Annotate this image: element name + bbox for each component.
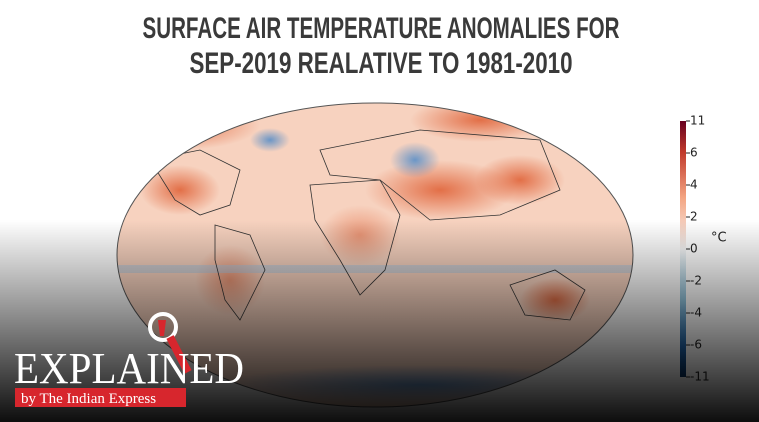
logo: EXPLAINED by The Indian Express [14, 312, 244, 407]
colorbar-tick-label: 6 [690, 146, 698, 160]
magnifier-icon [148, 312, 178, 342]
colorbar-tick-label: 11 [690, 114, 705, 128]
tagline-box [15, 388, 186, 407]
title-line: SEP-2019 REALATIVE TO 1981-2010 [190, 47, 573, 80]
logo-tagline: by The Indian Express [21, 391, 156, 407]
title-line: SURFACE AIR TEMPERATURE ANOMALIES FOR [143, 12, 620, 45]
colorbar-tick-label: 4 [690, 178, 698, 192]
magnifier-icon [158, 320, 166, 336]
logo-wordmark: EXPLAINED [14, 344, 244, 393]
magnifier-handle [166, 335, 192, 374]
colorbar-tick-label: 2 [690, 210, 698, 224]
